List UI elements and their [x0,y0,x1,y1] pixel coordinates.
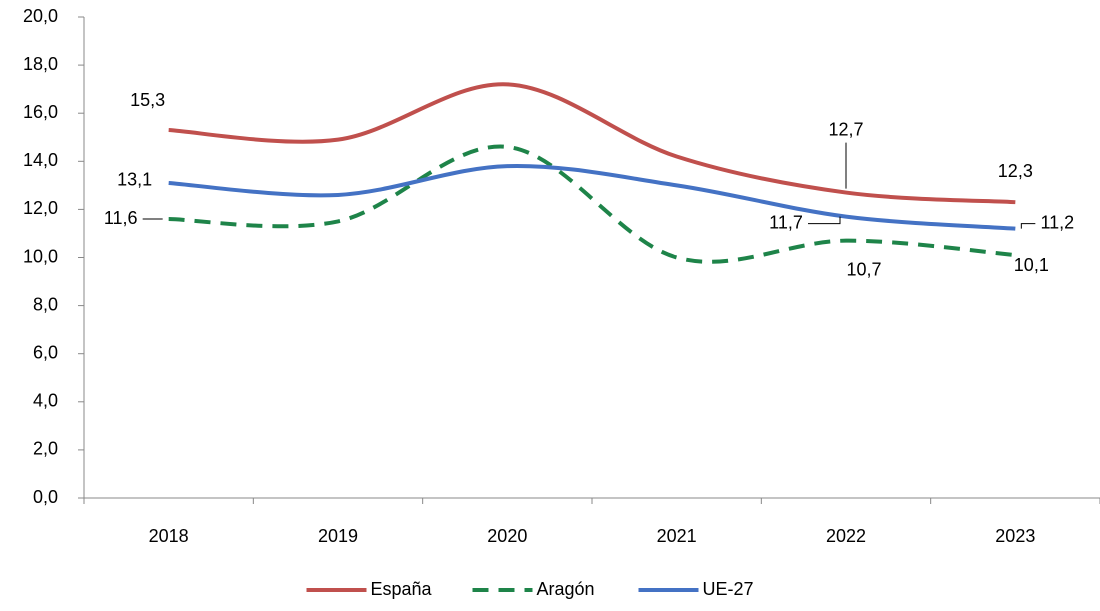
data-label: 12,7 [828,119,863,139]
y-tick-label: 20,0 [23,6,58,26]
data-label: 11,7 [769,212,803,232]
x-tick-label: 2021 [657,526,697,546]
y-tick-label: 16,0 [23,102,58,122]
series-line [168,144,1016,264]
y-tick-label: 18,0 [23,54,58,74]
y-tick-label: 8,0 [33,294,58,314]
data-label: 10,7 [846,259,881,279]
y-tick-label: 14,0 [23,150,58,170]
x-tick-label: 2022 [826,526,866,546]
y-tick-label: 6,0 [33,342,58,362]
legend-label: Aragón [537,579,595,599]
x-tick-label: 2020 [487,526,527,546]
data-label: 11,6 [104,208,138,228]
legend-label: España [371,579,433,599]
x-tick-label: 2023 [995,526,1035,546]
leader-line [808,216,841,225]
series-line [168,82,1016,205]
y-tick-label: 4,0 [33,391,58,411]
data-label: 11,2 [1040,212,1074,232]
x-tick-label: 2019 [318,526,358,546]
x-tick-label: 2018 [149,526,189,546]
y-tick-label: 2,0 [33,439,58,459]
data-label: 13,1 [117,170,152,190]
legend-label: UE-27 [703,579,754,599]
leader-line [1020,223,1036,229]
y-tick-label: 10,0 [23,246,58,266]
series-line [168,163,1016,231]
y-tick-label: 0,0 [33,487,58,507]
data-label: 10,1 [1014,255,1049,275]
data-label: 15,3 [130,90,165,110]
y-tick-label: 12,0 [23,198,58,218]
data-label: 12,3 [998,161,1033,181]
